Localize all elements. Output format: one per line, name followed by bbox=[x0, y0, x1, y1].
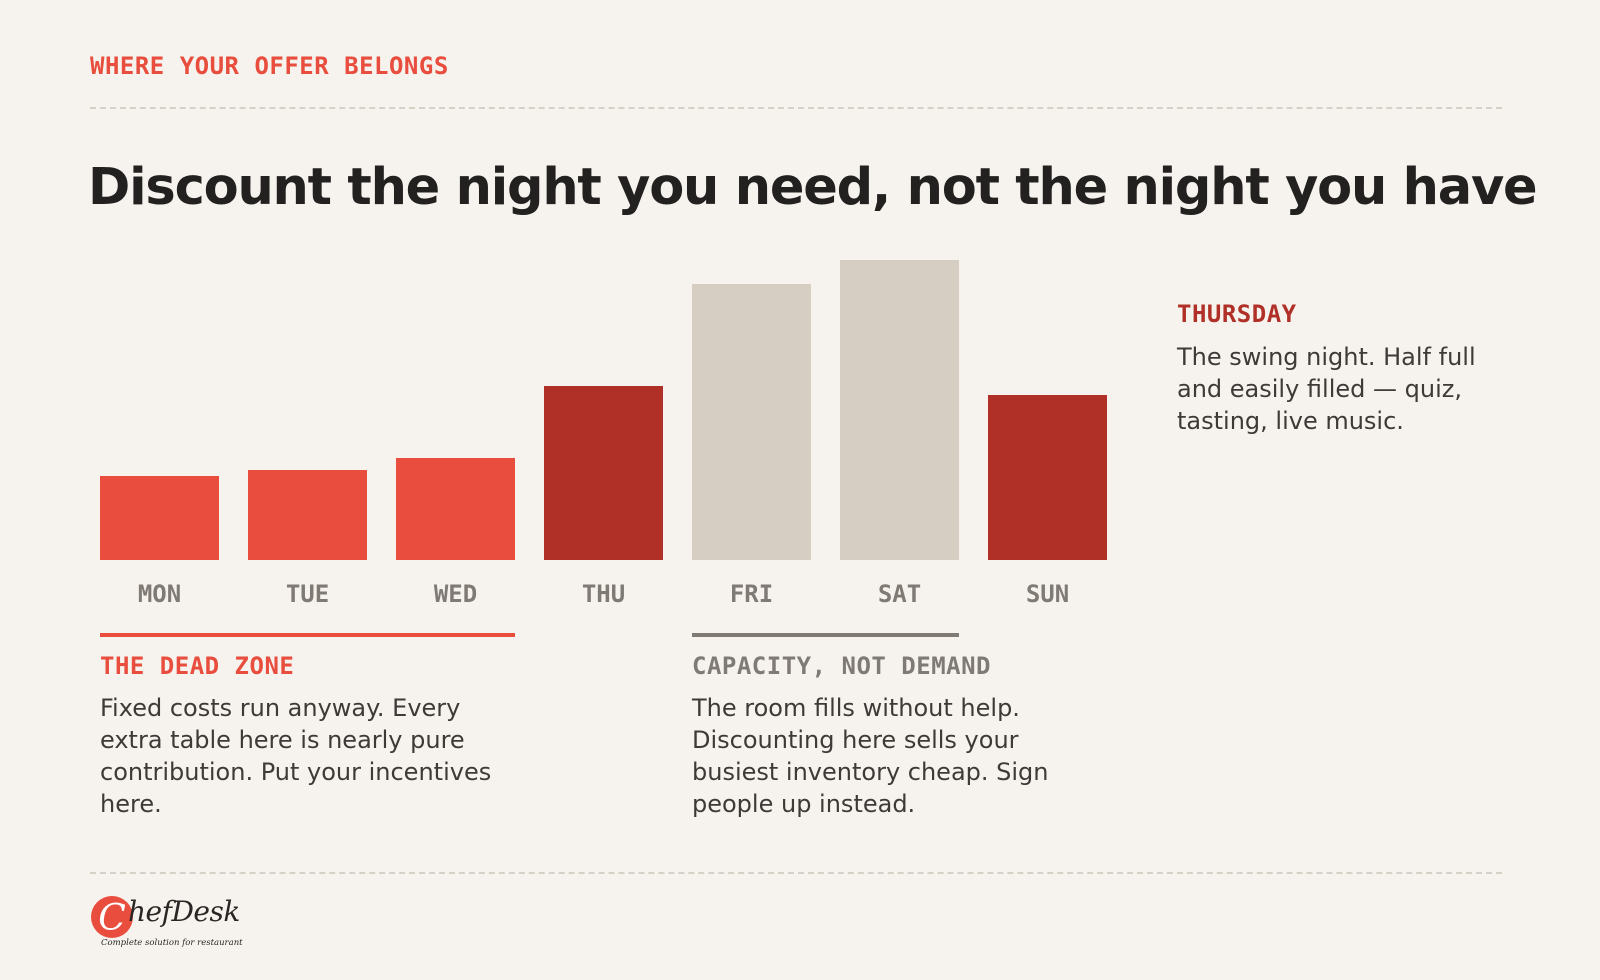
day-label-tue: TUE bbox=[286, 580, 329, 608]
day-label-thu: THU bbox=[582, 580, 625, 608]
dead-zone-text: Fixed costs run anyway. Every extra tabl… bbox=[100, 694, 492, 818]
day-label-wed: WED bbox=[434, 580, 477, 608]
dead-zone-title: THE DEAD ZONE bbox=[100, 652, 295, 680]
day-label-fri: FRI bbox=[730, 580, 773, 608]
bar-sat bbox=[840, 260, 959, 560]
capacity-title: CAPACITY, NOT DEMAND bbox=[692, 652, 991, 680]
bar-mon bbox=[100, 476, 219, 560]
thursday-title: THURSDAY bbox=[1177, 300, 1297, 328]
logo-wordmark: hefDesk bbox=[128, 895, 240, 928]
page-title: Discount the night you need, not the nig… bbox=[88, 158, 1538, 217]
bars-group bbox=[100, 260, 1107, 560]
logo-mark-icon: C bbox=[91, 896, 133, 939]
capacity-bracket bbox=[692, 633, 959, 637]
bar-tue bbox=[248, 470, 367, 560]
bar-thu bbox=[544, 386, 663, 560]
day-label-sun: SUN bbox=[1026, 580, 1069, 608]
logo-tagline: Complete solution for restaurant bbox=[101, 938, 243, 948]
day-label-sat: SAT bbox=[878, 580, 921, 608]
thursday-text: The swing night. Half full and easily fi… bbox=[1177, 343, 1476, 435]
bar-wed bbox=[396, 458, 515, 560]
top-divider bbox=[90, 107, 1502, 109]
logo-initial: C bbox=[98, 898, 126, 939]
day-label-mon: MON bbox=[138, 580, 181, 608]
dead-zone-bracket bbox=[100, 633, 515, 637]
capacity-text: The room fills without help. Discounting… bbox=[692, 694, 1049, 818]
bar-sun bbox=[988, 395, 1107, 560]
day-labels-group: MON TUE WED THU FRI SAT SUN bbox=[138, 580, 1069, 608]
bar-fri bbox=[692, 284, 811, 560]
section-eyebrow: WHERE YOUR OFFER BELONGS bbox=[90, 52, 449, 80]
bottom-divider bbox=[90, 872, 1502, 874]
brand-logo: C hefDesk Complete solution for restaura… bbox=[90, 893, 250, 953]
